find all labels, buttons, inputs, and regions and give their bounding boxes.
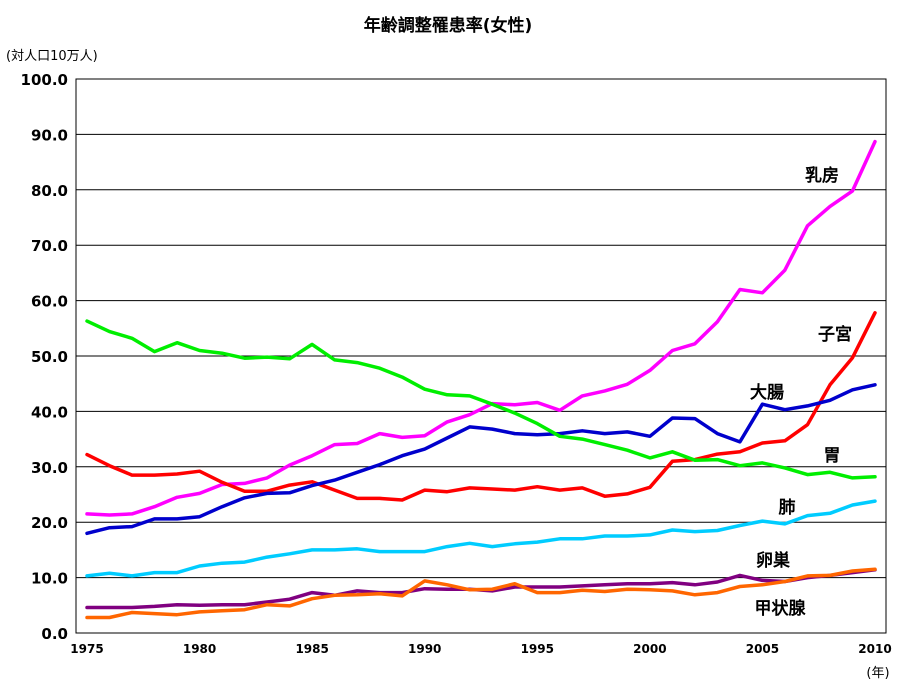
series-label-3: 大腸 [750, 382, 784, 403]
series-label-5: 肺 [779, 498, 796, 518]
x-tick-label: 1995 [521, 642, 554, 656]
series-label-7: 甲状腺 [755, 598, 807, 619]
x-tick-label: 1980 [183, 642, 216, 656]
series-line-4 [85, 319, 877, 480]
y-tick-label: 40.0 [31, 403, 68, 421]
series-label-1: 乳房 [805, 165, 839, 186]
x-tick-label: 1990 [408, 642, 441, 656]
x-tick-label: 2010 [858, 642, 891, 656]
x-tick-label: 2005 [746, 642, 779, 656]
y-tick-label: 100.0 [21, 71, 68, 89]
series-line-2 [85, 311, 877, 502]
y-tick-label: 80.0 [31, 182, 68, 200]
chart-title: 年齢調整罹患率(女性) [364, 15, 533, 36]
x-tick-label: 1975 [70, 642, 103, 656]
x-axis-ticks: 1975 1980 1985 1990 1995 2000 2005 2010 [70, 642, 891, 656]
series-label-6: 卵巣 [756, 550, 791, 571]
y-tick-label: 0.0 [41, 625, 68, 643]
y-tick-label: 10.0 [31, 570, 68, 588]
y-axis-ticks: 0.0 10.0 20.0 30.0 40.0 50.0 60.0 70.0 80.0 90.0 1… [21, 71, 68, 643]
y-unit-label: (対人口10万人) [6, 49, 98, 64]
series-line-3 [85, 383, 877, 536]
x-unit-label: (年) [866, 666, 889, 680]
grid [76, 133, 886, 579]
series-line-7 [85, 567, 877, 620]
series-lines [85, 139, 877, 620]
series-line-5 [85, 499, 877, 578]
x-tick-label: 2000 [633, 642, 666, 656]
y-tick-label: 90.0 [31, 126, 68, 144]
y-tick-label: 30.0 [31, 459, 68, 477]
y-tick-label: 20.0 [31, 514, 68, 532]
y-tick-label: 50.0 [31, 348, 68, 366]
series-label-2: 子宮 [818, 324, 852, 345]
y-tick-label: 60.0 [31, 293, 68, 311]
x-tick-label: 1985 [295, 642, 328, 656]
plot-frame [75, 78, 887, 634]
series-label-4: 胃 [824, 446, 841, 466]
y-tick-label: 70.0 [31, 237, 68, 255]
series-line-1 [85, 139, 877, 517]
